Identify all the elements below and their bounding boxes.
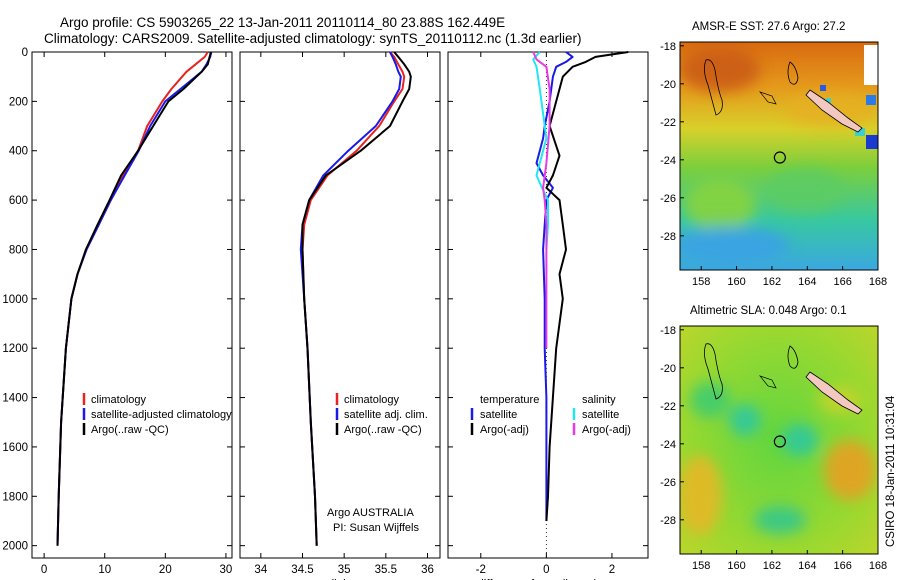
y-tick-label: 2000 xyxy=(2,541,28,553)
y-tick-label: -22 xyxy=(660,117,676,129)
x-tick-label: 20 xyxy=(159,564,172,576)
legend-label-argo: Argo(..raw -QC) xyxy=(91,424,169,436)
temperature-legend: climatology satellite-adjusted climatolo… xyxy=(82,393,232,436)
series-line-black xyxy=(301,51,412,546)
sla-map-image xyxy=(680,326,878,554)
figure-title-line-1: Argo profile: CS 5903265_22 13-Jan-2011 … xyxy=(60,15,505,30)
x-tick-label: 34.5 xyxy=(291,564,313,576)
y-tick-label: -26 xyxy=(660,477,676,489)
argo-location-marker xyxy=(773,435,786,448)
series-line-red xyxy=(56,51,209,546)
difference-legend: temperature salinity satellite Argo(-adj… xyxy=(470,394,631,436)
sla-map-title: Altimetric SLA: 0.048 Argo: 0.1 xyxy=(690,305,847,317)
series-line-blue xyxy=(535,51,574,521)
x-tick-label: 164 xyxy=(798,560,816,572)
y-tick-label: -26 xyxy=(660,193,676,205)
temperature-profile-panel: 0 10 20 30 0 200 400 600 800 1000 1200 1400 1600 1800… xyxy=(2,47,233,580)
y-tick-label: -28 xyxy=(660,515,676,527)
legend-label-climatology: climatology xyxy=(91,394,147,406)
x-tick-label: 35 xyxy=(338,564,351,576)
x-tick-label: 2 xyxy=(609,564,615,576)
plot-frame xyxy=(447,51,649,559)
sst-map-title: AMSR-E SST: 27.6 Argo: 27.2 xyxy=(692,21,845,33)
x-tick-label: 166 xyxy=(833,560,851,572)
y-tick-label: 600 xyxy=(9,195,28,207)
y-tick-label: -24 xyxy=(660,155,676,167)
sst-map-axes: 158 160 162 164 166 168 -18 -20 -22 -24 -26 -28 xyxy=(660,41,887,288)
sst-map-image xyxy=(680,42,878,270)
x-tick-label: 160 xyxy=(727,560,745,572)
plot-frame xyxy=(31,51,233,559)
x-tick-label: 158 xyxy=(692,276,710,288)
legend-label-satellite-adj: satellite adj. clim. xyxy=(344,409,428,421)
y-tick-label: -20 xyxy=(660,79,676,91)
map-frame xyxy=(679,325,879,555)
x-tick-label: -2 xyxy=(476,564,486,576)
x-tick-label: 168 xyxy=(869,276,887,288)
argo-location-marker xyxy=(773,151,786,164)
series-line-blue xyxy=(56,51,213,546)
map-frame xyxy=(679,41,879,271)
x-tick-label: 164 xyxy=(798,276,816,288)
y-tick-label: 400 xyxy=(9,146,28,158)
difference-profile-panel: -202difference from climatology xyxy=(447,51,649,580)
legend-header-salinity: salinity xyxy=(582,394,616,406)
annotation-argo-australia: Argo AUSTRALIA xyxy=(327,507,414,519)
series-line-cyan xyxy=(532,51,549,250)
x-tick-label: 158 xyxy=(692,560,710,572)
y-tick-label: 800 xyxy=(9,244,28,256)
x-tick-label: 35.5 xyxy=(375,564,397,576)
figure-title-line-2: Climatology: CARS2009. Satellite-adjuste… xyxy=(44,31,582,46)
y-tick-label: -24 xyxy=(660,439,676,451)
x-tick-label: 162 xyxy=(763,560,781,572)
x-tick-label: 0 xyxy=(543,564,549,576)
y-tick-label: 200 xyxy=(9,96,28,108)
y-tick-label: -28 xyxy=(660,231,676,243)
legend-label-satellite-adjusted: satellite-adjusted climatology xyxy=(91,409,232,421)
legend-label-temp-argo: Argo(-adj) xyxy=(480,424,529,436)
series-line-black xyxy=(56,51,212,546)
plot-frame xyxy=(239,51,441,559)
x-tick-label: 162 xyxy=(763,276,781,288)
series-line-magenta xyxy=(532,51,551,349)
x-tick-label: 168 xyxy=(869,560,887,572)
x-tick-label: 36 xyxy=(421,564,434,576)
x-tick-label: 160 xyxy=(727,276,745,288)
legend-label-sal-satellite: satellite xyxy=(582,409,619,421)
y-tick-label: 1400 xyxy=(2,393,28,405)
y-tick-label: -18 xyxy=(660,41,676,53)
legend-label-argo: Argo(..raw -QC) xyxy=(344,424,422,436)
y-tick-label: -18 xyxy=(660,325,676,337)
y-tick-label: 1800 xyxy=(2,491,28,503)
sla-map-axes: 158 160 162 164 166 168 -18 -20 -22 -24 -26 -28 xyxy=(660,325,887,572)
y-tick-label: -22 xyxy=(660,401,676,413)
legend-header-temperature: temperature xyxy=(480,394,539,406)
salinity-legend: climatology satellite adj. clim. Argo(..… xyxy=(327,393,428,534)
x-tick-label: 0 xyxy=(41,564,47,576)
series-line-blue xyxy=(299,51,402,546)
y-tick-label: 1000 xyxy=(2,294,28,306)
x-tick-label: 30 xyxy=(220,564,233,576)
annotation-pi-name: PI: Susan Wijffels xyxy=(333,522,419,534)
legend-label-temp-satellite: satellite xyxy=(480,409,517,421)
y-tick-label: -20 xyxy=(660,363,676,375)
y-tick-label: 0 xyxy=(22,47,28,59)
legend-label-sal-argo: Argo(-adj) xyxy=(582,424,631,436)
series-line-black xyxy=(545,51,629,522)
y-tick-label: 1200 xyxy=(2,343,28,355)
legend-label-climatology: climatology xyxy=(344,394,400,406)
y-tick-label: 1600 xyxy=(2,442,28,454)
x-tick-label: 10 xyxy=(98,564,111,576)
side-timestamp: CSIRO 18-Jan-2011 10:31:04 xyxy=(885,395,897,547)
x-tick-label: 34 xyxy=(254,564,267,576)
x-tick-label: 166 xyxy=(833,276,851,288)
